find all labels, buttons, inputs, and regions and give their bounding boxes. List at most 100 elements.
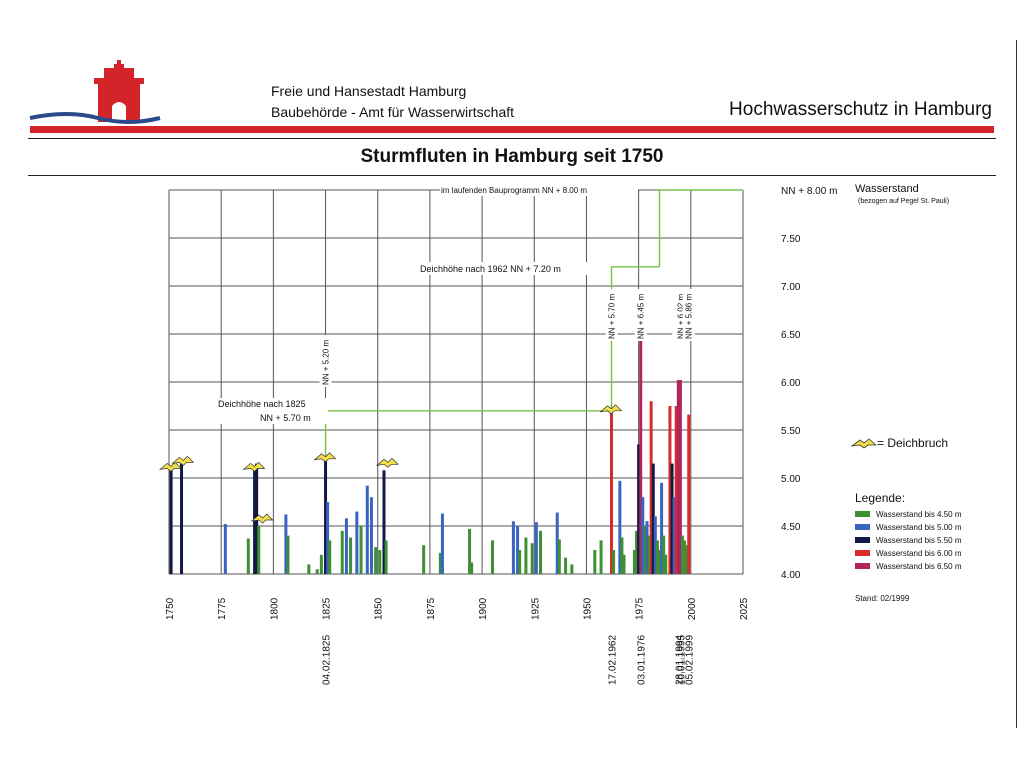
nn-label-bg xyxy=(319,335,332,387)
bar-1967 xyxy=(620,537,624,574)
y-tick-label: 4.50 xyxy=(781,522,801,533)
bar-1993 xyxy=(674,406,678,574)
wasserstand-title: Wasserstand xyxy=(855,183,919,195)
deichbruch-label: = Deichbruch xyxy=(877,436,949,450)
bar-1825 xyxy=(324,458,328,574)
bar-1928 xyxy=(539,530,543,574)
legend-swatch xyxy=(855,511,870,517)
bar-1921 xyxy=(524,537,528,574)
date-label: 03.01.1976 xyxy=(637,635,648,685)
bar-1981 xyxy=(649,401,653,574)
wasserstand-subtitle: (bezogen auf Pegel St. Pauli) xyxy=(858,198,950,205)
bar-1793 xyxy=(257,526,261,574)
bar-1851 xyxy=(378,550,382,574)
x-tick-label: 1850 xyxy=(374,597,385,620)
bar-1833 xyxy=(340,530,344,574)
bar-1915 xyxy=(511,521,515,574)
y-tick-label: 6.00 xyxy=(781,378,801,389)
nn-label-bg xyxy=(682,289,695,341)
legend-item-600: Wasserstand bis 6.00 m xyxy=(855,547,962,559)
bar-1894 xyxy=(468,528,472,574)
bar-1880 xyxy=(438,552,442,574)
bar-1940 xyxy=(564,557,568,574)
deichbruch-icon xyxy=(851,438,877,449)
x-tick-label: 1875 xyxy=(426,597,437,620)
legend-label: Wasserstand bis 5.00 m xyxy=(876,522,962,532)
deichbruch-icon xyxy=(250,513,274,524)
bar-1996 xyxy=(680,535,684,574)
bar-1982 xyxy=(651,463,655,574)
legend-label: Wasserstand bis 5.50 m xyxy=(876,535,962,545)
legend-swatch xyxy=(855,550,870,556)
header-red-bar xyxy=(30,126,994,133)
bar-1788 xyxy=(246,538,250,574)
dike-line-planned xyxy=(658,189,743,267)
dike-line-1825 xyxy=(324,410,612,459)
dike-label-bg xyxy=(218,398,328,424)
y-tick-label: 7.50 xyxy=(781,234,801,245)
bar-1979 xyxy=(645,521,649,574)
bar-1837 xyxy=(349,537,353,574)
deichbruch-icon xyxy=(313,452,337,463)
deichbruch-markers xyxy=(158,404,623,524)
bar-1995 xyxy=(678,380,682,574)
bar-1835 xyxy=(344,518,348,574)
nn-vertical-label: NN + 6.45 m xyxy=(637,294,646,339)
bar-1854 xyxy=(384,540,388,574)
bar-1991 xyxy=(670,463,674,574)
dike-label-1825: Deichhöhe nach 1825 xyxy=(218,399,306,409)
bar-1821 xyxy=(315,569,319,574)
date-label: 17.02.1962 xyxy=(608,635,619,685)
legend-item-500: Wasserstand bis 5.00 m xyxy=(855,521,962,533)
date-label: 04.02.1825 xyxy=(322,635,333,685)
y-tick-label: 4.00 xyxy=(781,570,801,581)
page-edge-line xyxy=(1016,40,1017,728)
header-org-line1: Freie und Hansestadt Hamburg xyxy=(271,83,467,99)
header-org-line2: Baubehörde - Amt für Wasserwirtschaft xyxy=(271,104,515,120)
bar-1937 xyxy=(557,539,561,574)
bar-1966 xyxy=(618,480,622,574)
bar-1962 xyxy=(610,410,614,574)
x-tick-label: 2025 xyxy=(739,597,750,620)
bar-1751 xyxy=(169,468,173,574)
bar-1845 xyxy=(365,485,369,574)
dike-label-bg xyxy=(418,262,590,275)
date-label: 10.01.1995 xyxy=(676,635,687,685)
bar-1807 xyxy=(286,535,290,574)
bar-1976 xyxy=(639,338,643,574)
bar-1777 xyxy=(223,524,227,574)
bar-1924 xyxy=(530,543,534,574)
x-tick-label: 1975 xyxy=(635,597,646,620)
header-right-title: Hochwasserschutz in Hamburg xyxy=(729,99,992,120)
bar-1847 xyxy=(369,497,373,574)
legend-title: Legende: xyxy=(855,491,906,505)
nn-label-bg xyxy=(634,289,647,341)
bar-1918 xyxy=(518,550,522,574)
bar-1990 xyxy=(668,406,672,574)
bar-1978 xyxy=(643,526,647,574)
bar-1999 xyxy=(687,414,691,574)
legend-item-650: Wasserstand bis 6.50 m xyxy=(855,560,962,572)
date-label: 05.02.1999 xyxy=(685,635,696,685)
bar-1926 xyxy=(534,522,538,574)
bar-1905 xyxy=(491,540,495,574)
y-tick-label: 6.50 xyxy=(781,330,801,341)
x-tick-label: 1750 xyxy=(165,597,176,620)
x-tick-label: 1900 xyxy=(478,597,489,620)
bar-1895 xyxy=(470,562,474,574)
bar-1842 xyxy=(359,526,363,574)
nn-vertical-label: NN + 5.70 m xyxy=(608,294,617,339)
bar-1756 xyxy=(180,463,184,574)
x-tick-label: 2000 xyxy=(687,597,698,620)
bar-1872 xyxy=(422,545,426,574)
x-tick-label: 1925 xyxy=(530,597,541,620)
legend-swatch xyxy=(855,537,870,543)
date-label: 28.01.1994 xyxy=(674,635,685,685)
hamburg-coat-of-arms-logo xyxy=(29,60,161,124)
legend-label: Wasserstand bis 6.00 m xyxy=(876,548,962,558)
dike-label-1825-level: NN + 5.70 m xyxy=(260,413,311,423)
bar-1985 xyxy=(658,550,662,574)
bar-1840 xyxy=(355,511,359,574)
bar-1975 xyxy=(637,444,641,574)
